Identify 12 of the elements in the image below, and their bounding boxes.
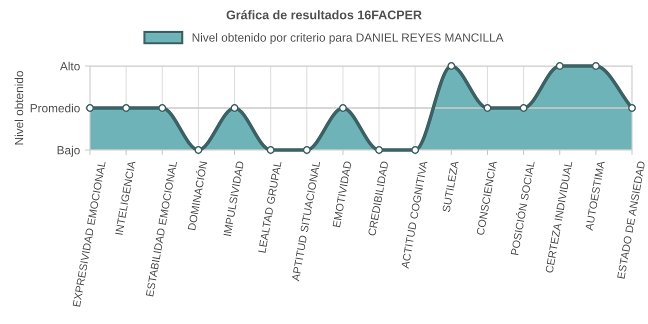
- x-tick-label: POSICIÓN SOCIAL: [508, 160, 535, 256]
- legend-label: Nivel obtenido por criterio para DANIEL REYES MANCILLA: [192, 33, 504, 44]
- ref-line-label: Bajo: [58, 146, 80, 157]
- chart-title: Gráfica de resultados 16FACPER: [226, 10, 422, 20]
- ref-line-label: Promedio: [30, 104, 80, 112]
- y-axis-title: Nivel obtenido: [14, 71, 24, 144]
- ref-line-label: Alto: [60, 62, 80, 70]
- x-tick-label: LEALTAD GRUPAL: [258, 160, 282, 253]
- x-tick-label: ACTITUD COGNITIVA: [401, 160, 428, 269]
- x-tick-label: ESTADO DE ANSIEDAD: [617, 160, 646, 279]
- x-tick-label: SUTILEZA: [442, 160, 459, 212]
- x-tick-label: CERTEZA INDIVIDUAL: [545, 160, 572, 274]
